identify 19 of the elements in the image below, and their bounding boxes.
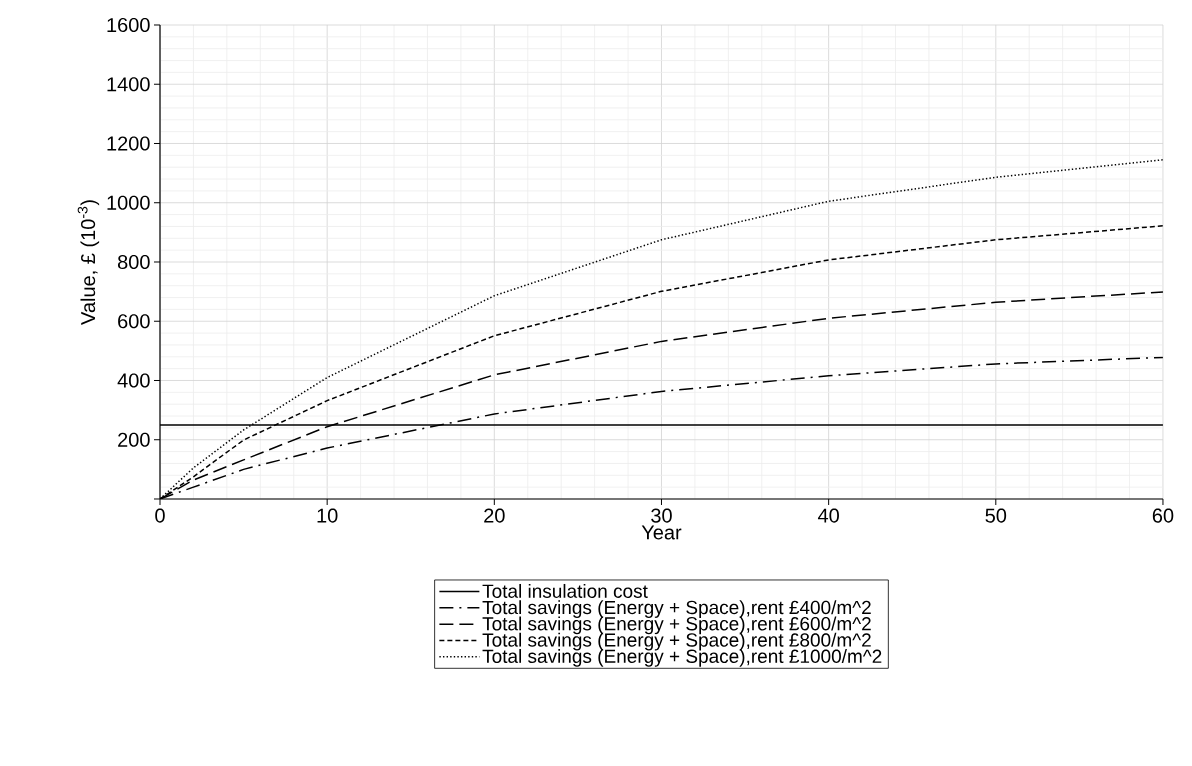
x-tick-label: 0: [155, 508, 165, 523]
y-tick-label: 400: [117, 373, 150, 388]
y-tick-label: 1400: [107, 77, 150, 92]
x-tick-label: 50: [985, 508, 1007, 523]
y-tick-label: 1000: [107, 195, 150, 210]
x-tick-label: 30: [651, 508, 672, 523]
y-tick-label: 1200: [107, 136, 150, 151]
x-tick-label: 10: [317, 508, 338, 523]
x-axis-title: Year: [641, 525, 682, 540]
legend-label: Total insulation cost: [482, 583, 648, 598]
y-tick-label: 200: [118, 432, 150, 447]
legend-label: Total savings (Energy + Space),rent £1000/m^2: [482, 649, 882, 667]
y-tick-label: 600: [118, 314, 150, 329]
x-tick-label: 60: [1152, 508, 1174, 523]
y-tick-label: 1600: [107, 17, 150, 33]
y-tick-label: 800: [117, 254, 150, 270]
y-axis-title: Value, £ (10$^{-3}$): [77, 200, 100, 325]
x-tick-label: 20: [484, 508, 505, 523]
x-tick-label: 40: [817, 508, 839, 523]
